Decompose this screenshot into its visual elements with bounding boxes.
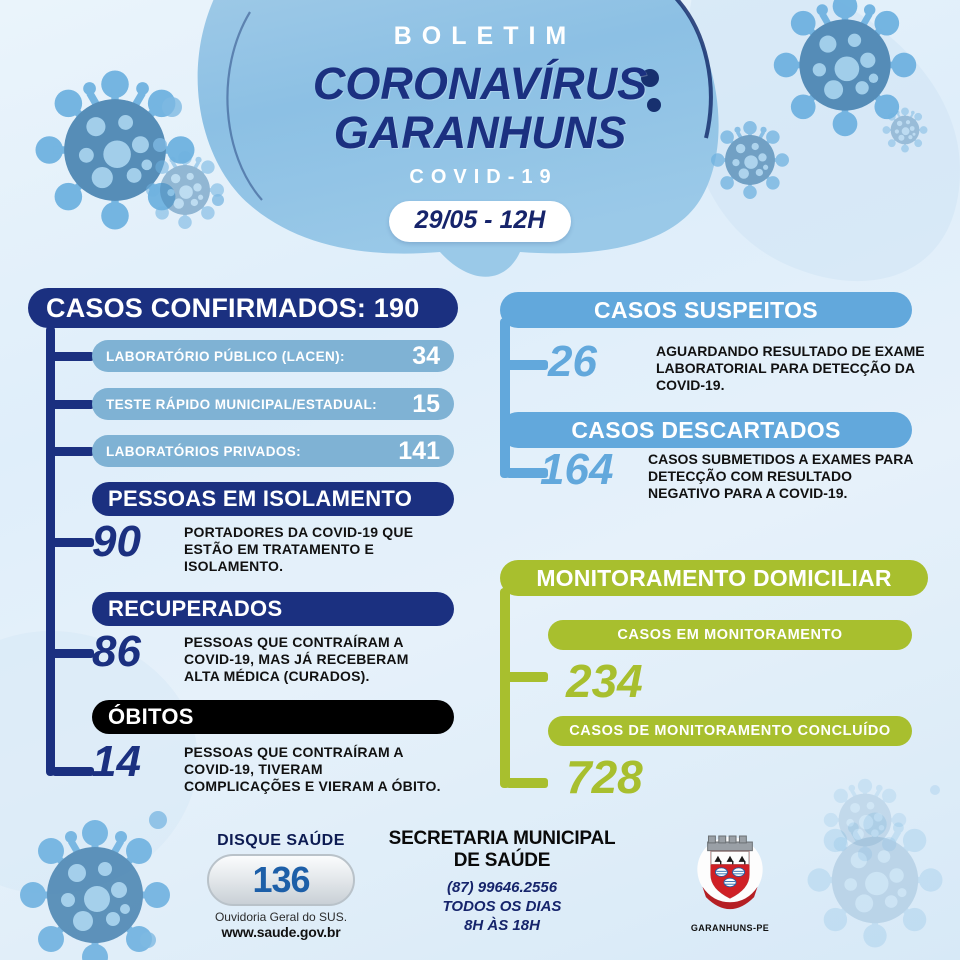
discarded-description: CASOS SUBMETIDOS A EXAMES PARA DETECÇÃO … — [648, 451, 913, 501]
discarded-value: 164 — [540, 445, 614, 494]
isolation-block: 90 PORTADORES DA COVID-19 QUE ESTÃO EM T… — [92, 520, 442, 575]
connector-stub — [52, 538, 94, 547]
row-teste-rapido-value: 15 — [412, 389, 440, 418]
recovered-value: 86 — [92, 627, 141, 676]
isolation-heading: PESSOAS EM ISOLAMENTO — [92, 482, 454, 516]
suspected-description: AGUARDANDO RESULTADO DE EXAME LABORATORI… — [656, 343, 925, 393]
monitoring-heading: MONITORAMENTO DOMICILIAR — [500, 560, 928, 596]
confirmed-cases-heading: CASOS CONFIRMADOS: 190 — [28, 288, 458, 328]
header-title-line2: GARANHUNS — [333, 107, 627, 158]
recovered-heading: RECUPERADOS — [92, 592, 454, 626]
monitoring-concluded-label: CASOS DE MONITORAMENTO CONCLUÍDO — [548, 716, 912, 746]
disque-saude-block: DISQUE SAÚDE 136 Ouvidoria Geral do SUS.… — [196, 832, 366, 940]
isolation-description: PORTADORES DA COVID-19 QUE ESTÃO EM TRAT… — [184, 524, 414, 574]
disque-saude-title: DISQUE SAÚDE — [217, 832, 345, 849]
secretaria-hours: 8H ÀS 18H — [464, 917, 540, 934]
header-subtitle: COVID-19 — [409, 166, 558, 188]
recovered-block: 86 PESSOAS QUE CONTRAÍRAM A COVID-19, MA… — [92, 630, 446, 685]
disque-saude-website[interactable]: www.saude.gov.br — [221, 924, 341, 940]
sus-phone-badge: 136 — [207, 854, 355, 906]
connector-stub — [52, 400, 94, 409]
connector-stub — [52, 649, 94, 658]
header-title-line1: CORONAVÍRUS — [312, 58, 648, 109]
connector-stub — [52, 352, 94, 361]
row-lacen-value: 34 — [412, 341, 440, 370]
connector-stub — [506, 468, 548, 478]
brasao-caption: GARANHUNS-PE — [690, 923, 770, 933]
deaths-value: 14 — [92, 737, 141, 786]
right-spine-blue — [500, 318, 510, 478]
monitoring-concluded-value: 728 — [566, 751, 643, 803]
footer: DISQUE SAÚDE 136 Ouvidoria Geral do SUS.… — [0, 824, 960, 960]
connector-stub — [506, 360, 548, 370]
suspected-block: 26 AGUARDANDO RESULTADO DE EXAME LABORAT… — [548, 340, 928, 394]
row-lacen-label: LABORATÓRIO PÚBLICO (LACEN): — [106, 348, 345, 364]
row-laboratorios-privados-value: 141 — [398, 436, 440, 465]
suspected-value: 26 — [548, 337, 597, 386]
row-laboratorios-privados-label: LABORATÓRIOS PRIVADOS: — [106, 443, 302, 459]
deaths-block: 14 PESSOAS QUE CONTRAÍRAM A COVID-19, TI… — [92, 740, 442, 795]
connector-stub — [506, 778, 548, 788]
discarded-block: 164 CASOS SUBMETIDOS A EXAMES PARA DETEC… — [540, 448, 920, 502]
date-badge: 29/05 - 12H — [388, 201, 572, 242]
deaths-description: PESSOAS QUE CONTRAÍRAM A COVID-19, TIVER… — [184, 744, 441, 794]
header-eyebrow: BOLETIM — [393, 22, 577, 50]
disque-saude-subtitle: Ouvidoria Geral do SUS. — [214, 910, 348, 924]
row-teste-rapido: TESTE RÁPIDO MUNICIPAL/ESTADUAL: 15 — [92, 388, 454, 420]
secretaria-days: TODOS OS DIAS — [442, 898, 562, 915]
row-lacen: LABORATÓRIO PÚBLICO (LACEN): 34 — [92, 340, 454, 372]
row-teste-rapido-label: TESTE RÁPIDO MUNICIPAL/ESTADUAL: — [106, 396, 378, 412]
deaths-heading: ÓBITOS — [92, 700, 454, 734]
coat-of-arms-icon — [697, 835, 763, 910]
discarded-heading: CASOS DESCARTADOS — [500, 412, 912, 448]
brasao-block: GARANHUNS-PE — [650, 830, 810, 933]
header-banner: BOLETIM CORONAVÍRUS GARANHUNS COVID-19 2… — [230, 0, 730, 250]
connector-stub — [52, 447, 94, 456]
monitoring-active-value: 234 — [566, 655, 643, 707]
right-spine-green — [500, 588, 510, 788]
isolation-value: 90 — [92, 517, 141, 566]
monitoring-active-label: CASOS EM MONITORAMENTO — [548, 620, 912, 650]
secretaria-phone: (87) 99646.2556 — [446, 879, 558, 896]
connector-stub — [52, 767, 94, 776]
recovered-description: PESSOAS QUE CONTRAÍRAM A COVID-19, MAS J… — [184, 634, 409, 684]
row-laboratorios-privados: LABORATÓRIOS PRIVADOS: 141 — [92, 435, 454, 467]
suspected-heading: CASOS SUSPEITOS — [500, 292, 912, 328]
disque-saude-number: 136 — [252, 859, 310, 900]
connector-stub — [506, 672, 548, 682]
left-spine — [46, 326, 55, 776]
left-column: CASOS CONFIRMADOS: 190 — [28, 288, 458, 328]
secretaria-line2: DE SAÚDE — [453, 850, 551, 871]
secretaria-line1: SECRETARIA MUNICIPAL — [388, 828, 616, 849]
secretaria-block: SECRETARIA MUNICIPAL DE SAÚDE (87) 99646… — [372, 828, 632, 935]
